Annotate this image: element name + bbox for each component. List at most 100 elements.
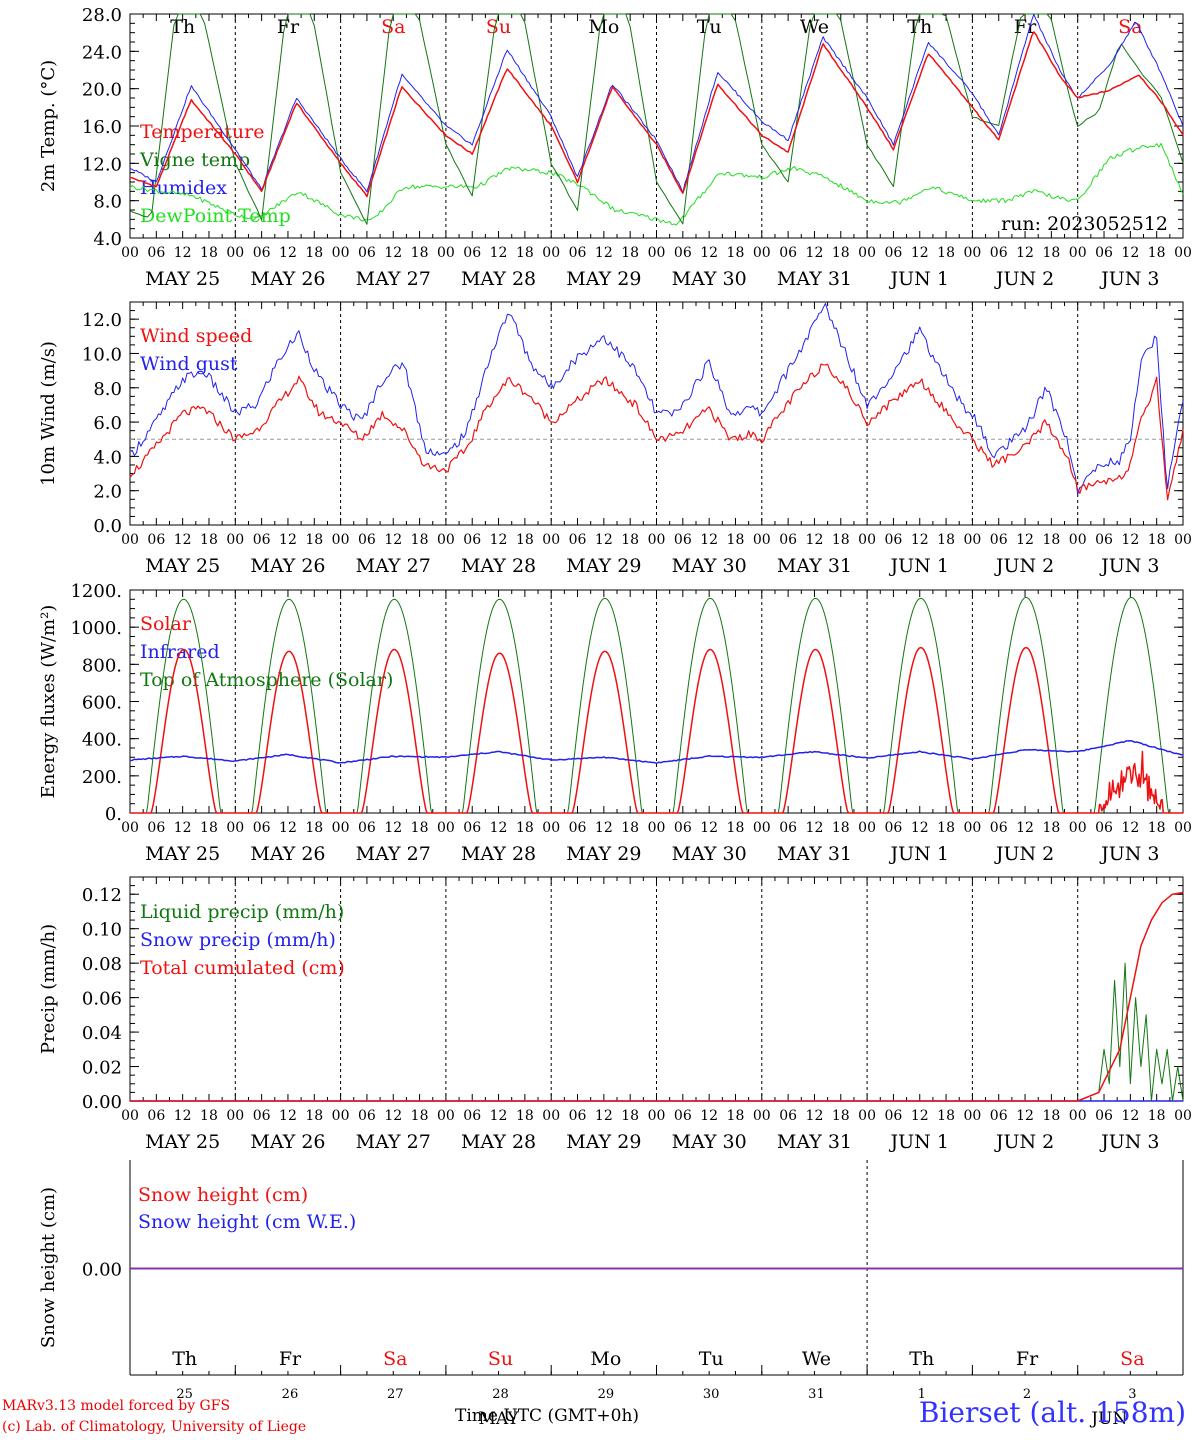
hour-tick-label: 12: [911, 820, 929, 836]
hour-tick-label: 18: [305, 532, 323, 548]
hour-tick-label: 00: [437, 532, 455, 548]
hour-tick-label: 00: [542, 245, 560, 261]
date-label: MAY 31: [777, 1131, 852, 1153]
hour-tick-label: 00: [648, 820, 666, 836]
hour-tick-label: 00: [753, 820, 771, 836]
hour-tick-label: 12: [174, 820, 192, 836]
hour-tick-label: 06: [463, 245, 481, 261]
legend-humidex: Humidex: [140, 177, 227, 199]
y-axis-label: 10m Wind (m/s): [38, 341, 59, 486]
date-label: JUN 1: [889, 843, 949, 865]
credit-line-2: (c) Lab. of Climatology, University of L…: [2, 1419, 307, 1435]
hour-tick-label: 06: [253, 532, 271, 548]
day-name: Fr: [279, 1348, 302, 1370]
series-solar: [130, 646, 1183, 814]
hour-tick-label: 12: [1121, 245, 1139, 261]
hour-tick-label: 18: [621, 245, 639, 261]
hour-tick-label: 18: [411, 532, 429, 548]
hour-tick-label: 12: [279, 1108, 297, 1124]
y-tick-label: 0.0: [93, 516, 122, 537]
hour-tick-label: 06: [1095, 532, 1113, 548]
hour-tick-label: 12: [174, 1108, 192, 1124]
legend-snow-height-cm-: Snow height (cm): [138, 1184, 308, 1206]
hour-tick-label: 06: [990, 245, 1008, 261]
hour-tick-label: 12: [384, 820, 402, 836]
date-label: MAY 28: [461, 268, 536, 290]
y-tick-label: 10.0: [82, 344, 122, 365]
date-label: MAY 26: [250, 843, 325, 865]
hour-tick-label: 00: [437, 820, 455, 836]
day-number: 29: [598, 1387, 615, 1402]
panel-5: 0.00 Snow height (cm) Snow height (cm) Snow…: [38, 1160, 1184, 1429]
hour-tick-label: 18: [516, 532, 534, 548]
hour-tick-label: 18: [1042, 245, 1060, 261]
day-number: 30: [703, 1387, 720, 1402]
hour-tick-label: 12: [279, 245, 297, 261]
series-vigne-temp: [129, 13, 1184, 225]
hour-tick-label: 00: [1174, 532, 1192, 548]
hour-tick-label: 12: [1016, 820, 1034, 836]
hour-tick-label: 18: [516, 1108, 534, 1124]
hour-tick-label: 00: [226, 532, 244, 548]
day-name: Th: [170, 16, 195, 38]
y-tick-label: 0.04: [82, 1023, 122, 1044]
month-label: MAY: [478, 1409, 519, 1429]
y-tick-label: 20.0: [82, 80, 122, 101]
hour-tick-label: 06: [569, 820, 587, 836]
hour-tick-label: 12: [911, 1108, 929, 1124]
hour-tick-label: 18: [305, 245, 323, 261]
hour-tick-label: 18: [200, 245, 218, 261]
hour-tick-label: 12: [490, 820, 508, 836]
legend-temperature: Temperature: [140, 121, 264, 143]
hour-tick-label: 18: [727, 1108, 745, 1124]
hour-tick-label: 06: [990, 820, 1008, 836]
date-label: JUN 1: [889, 268, 949, 290]
legend-dewpoint-temp: DewPoint Temp: [140, 205, 291, 227]
y-tick-label: 4.0: [93, 447, 122, 468]
hour-tick-label: 18: [1042, 1108, 1060, 1124]
series-dewpoint-temp: [129, 142, 1184, 226]
hour-tick-label: 18: [200, 532, 218, 548]
y-tick-label: 200.: [82, 767, 122, 788]
day-number: 2: [1023, 1387, 1031, 1402]
date-label: MAY 31: [777, 555, 852, 577]
day-name: Sa: [381, 16, 405, 38]
hour-tick-label: 00: [332, 820, 350, 836]
y-axis-label: Precip (mm/h): [38, 924, 59, 1054]
date-label: JUN 1: [889, 555, 949, 577]
hour-tick-label: 06: [358, 245, 376, 261]
hour-tick-label: 06: [779, 1108, 797, 1124]
hour-tick-label: 06: [885, 1108, 903, 1124]
date-label: MAY 27: [356, 1131, 431, 1153]
date-label: MAY 27: [356, 555, 431, 577]
y-tick-label: 0.00: [82, 1260, 122, 1281]
hour-tick-label: 12: [279, 820, 297, 836]
hour-tick-label: 00: [121, 820, 139, 836]
hour-tick-label: 12: [806, 532, 824, 548]
hour-tick-label: 12: [700, 820, 718, 836]
hour-tick-label: 06: [674, 820, 692, 836]
day-name: Th: [172, 1348, 197, 1370]
hour-tick-label: 12: [1016, 1108, 1034, 1124]
hour-tick-label: 00: [1174, 245, 1192, 261]
hour-tick-label: 12: [806, 820, 824, 836]
x-axis-title: Time UTC (GMT+0h): [455, 1406, 640, 1426]
station-name: Bierset (alt. 158m): [918, 1396, 1186, 1429]
y-tick-label: 24.0: [82, 42, 122, 63]
hour-tick-label: 00: [648, 245, 666, 261]
hour-tick-label: 18: [1148, 820, 1166, 836]
hour-tick-label: 18: [832, 532, 850, 548]
day-name: Th: [909, 1348, 934, 1370]
hour-tick-label: 12: [384, 1108, 402, 1124]
hour-tick-label: 18: [937, 532, 955, 548]
panel-1: 4.0 8.0 12.0 16.0 20.0 24.0 28.0 2m Temp. (°C) 0…: [38, 5, 1192, 290]
date-label: JUN 3: [1099, 843, 1159, 865]
hour-tick-label: 00: [437, 245, 455, 261]
day-number: 26: [282, 1387, 299, 1402]
date-label: JUN 2: [994, 555, 1054, 577]
hour-tick-label: 18: [621, 1108, 639, 1124]
hour-tick-label: 18: [411, 245, 429, 261]
hour-tick-label: 18: [305, 820, 323, 836]
hour-tick-label: 00: [858, 532, 876, 548]
hour-tick-label: 06: [358, 1108, 376, 1124]
